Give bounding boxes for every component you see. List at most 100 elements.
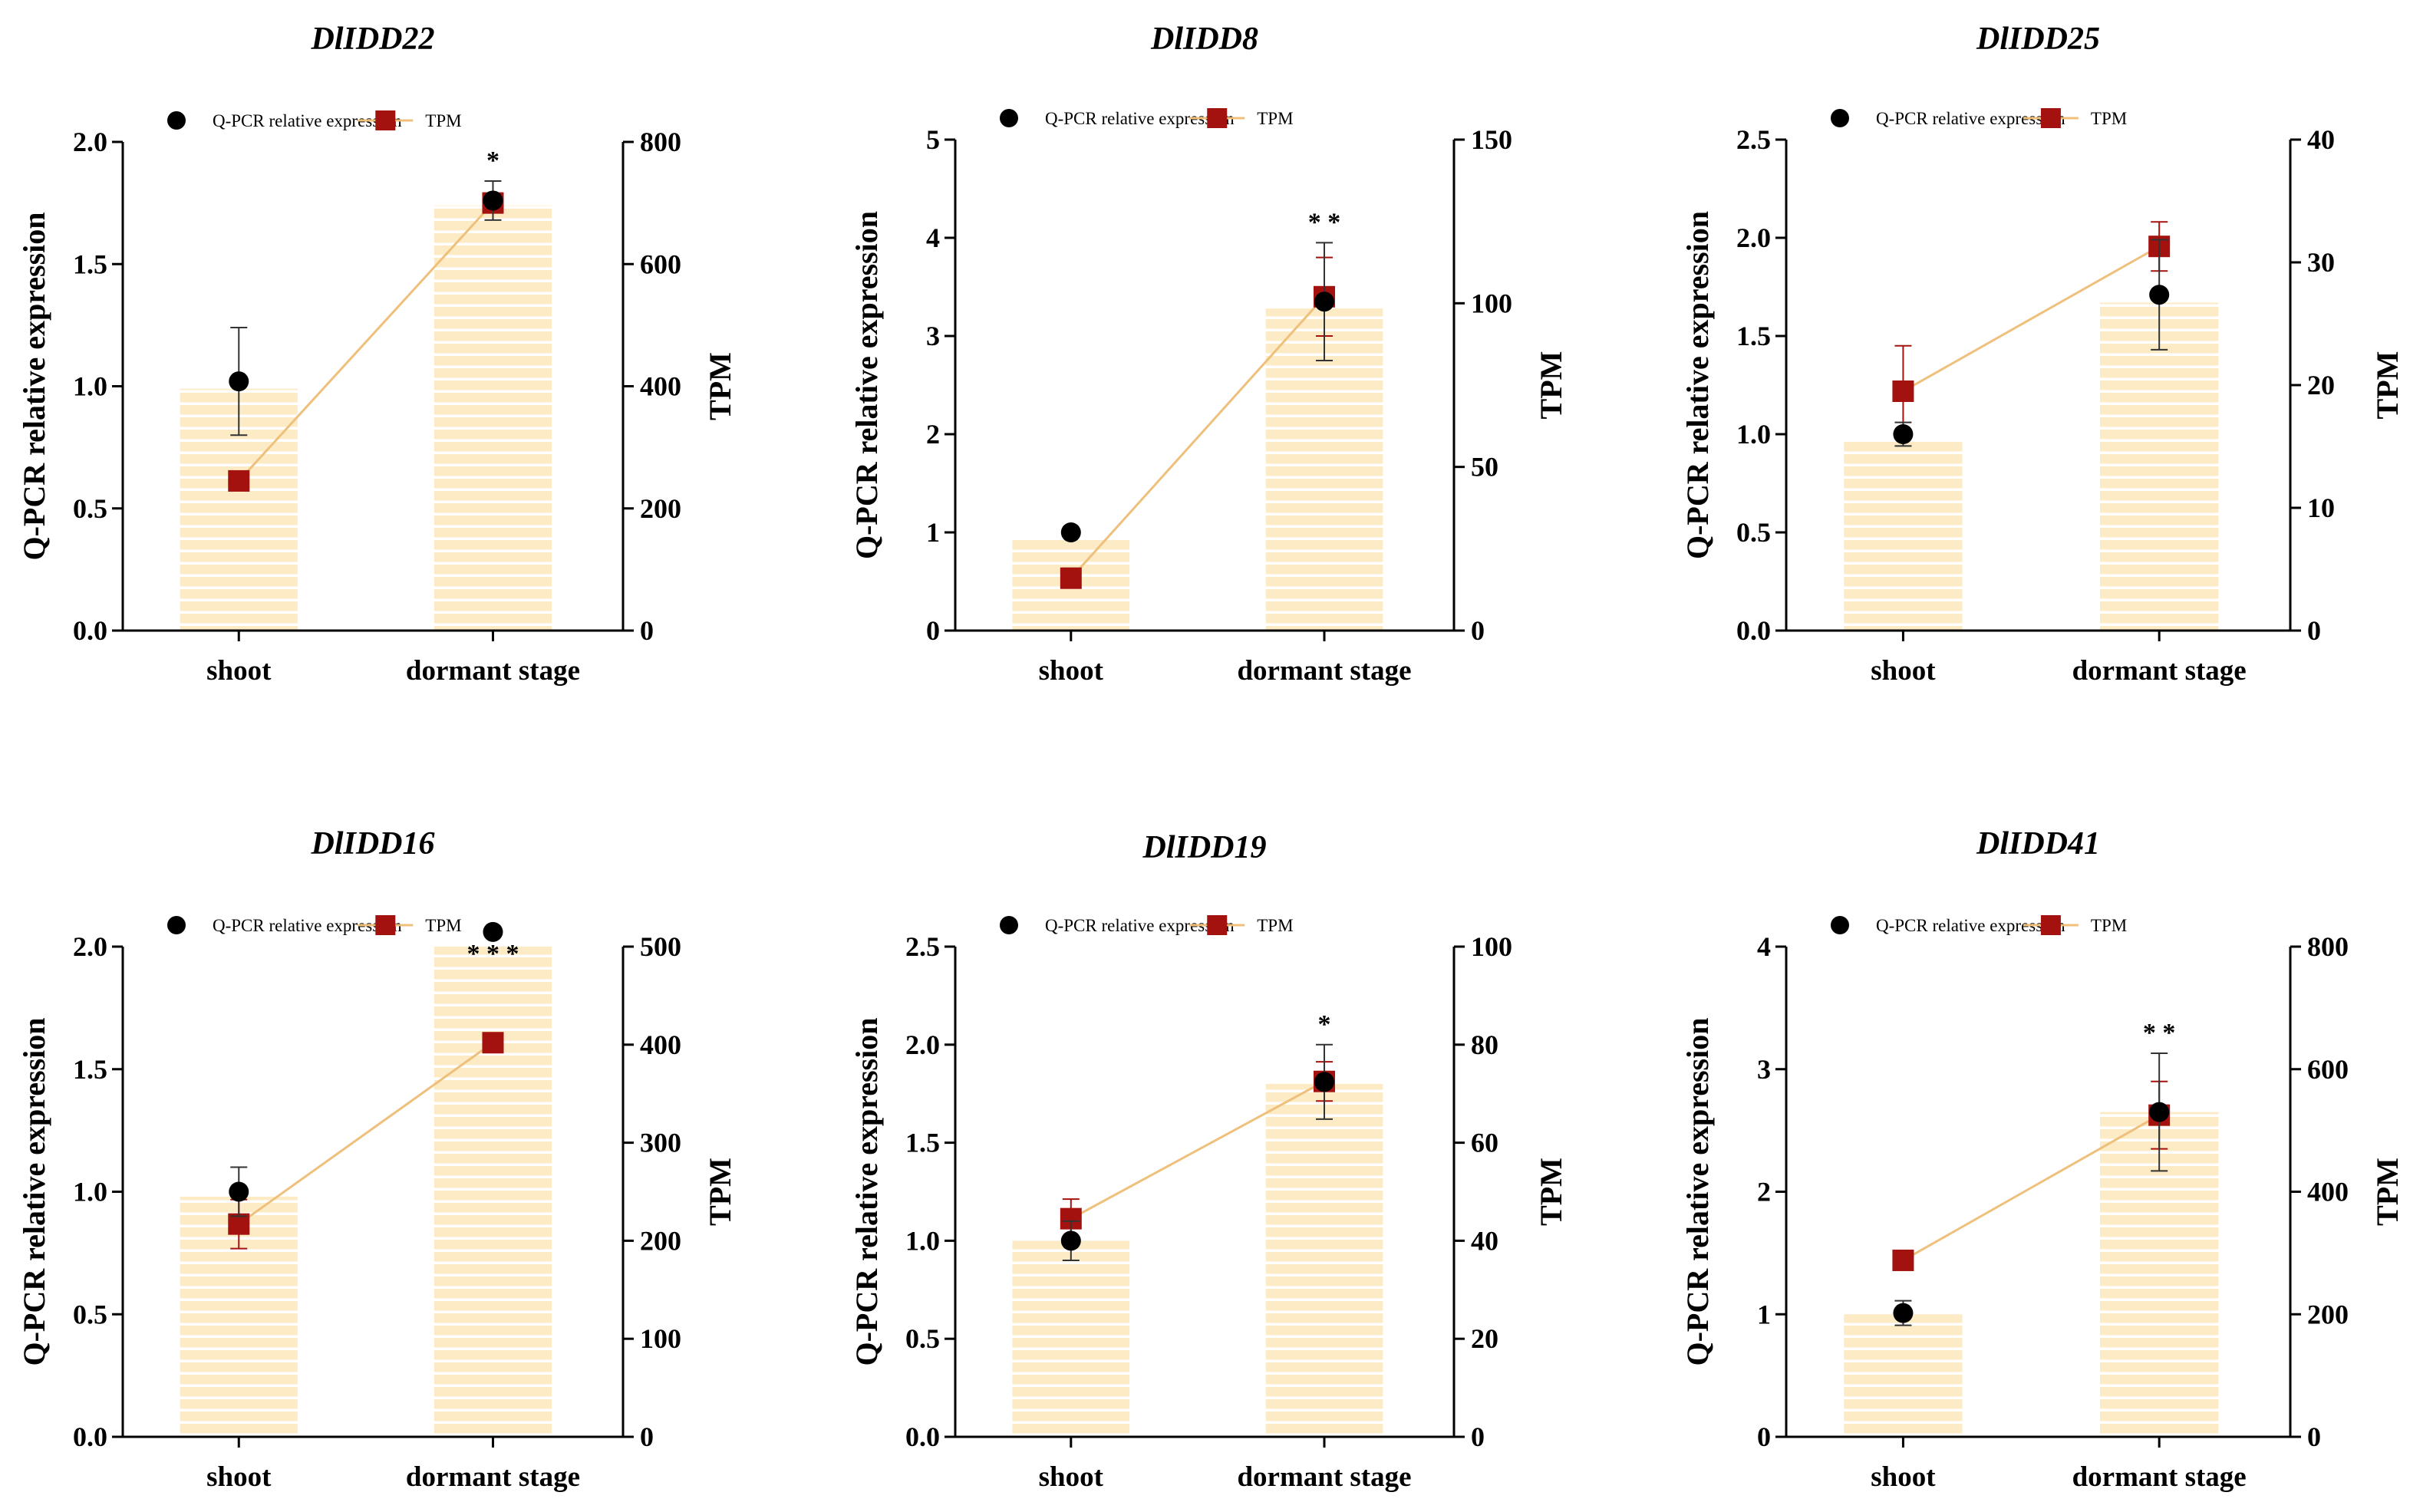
y-tick-label-right: 0 [2307, 1421, 2321, 1452]
y-tick-label-left: 2.0 [73, 127, 107, 157]
chart-title: DlIDD25 [1976, 21, 2100, 57]
qpcr-point [1893, 1303, 1914, 1323]
y-tick-label-right: 0 [2307, 615, 2321, 646]
y-tick-label-right: 400 [640, 371, 681, 402]
y-axis-title-left: Q-PCR relative expression [17, 212, 51, 560]
y-tick-label-left: 1.5 [73, 249, 107, 279]
y-axis-title-right: TPM [703, 352, 737, 420]
y-tick-label-right: 100 [1471, 931, 1512, 962]
y-tick-label-right: 0 [1471, 1421, 1485, 1452]
x-tick-label: dormant stage [1237, 1461, 1411, 1493]
tpm-line [238, 1042, 494, 1225]
bar-shoot [1012, 1240, 1130, 1437]
y-tick-label-right: 500 [640, 931, 681, 962]
x-tick-label: dormant stage [406, 1461, 580, 1493]
y-tick-label-left: 0.5 [1736, 517, 1771, 548]
significance-label: * * * [466, 940, 519, 968]
bar-shoot [1844, 440, 1963, 631]
legend-tpm-label: TPM [425, 916, 461, 935]
y-axis-title-left: Q-PCR relative expression [849, 211, 884, 559]
y-tick-label-left: 2.5 [1736, 124, 1771, 155]
y-tick-label-right: 200 [640, 493, 681, 524]
legend-qpcr-marker [1000, 916, 1018, 934]
legend: Q-PCR relative expression TPM [167, 110, 462, 130]
y-tick-label-left: 1.5 [905, 1128, 940, 1158]
legend-tpm-marker [375, 110, 396, 130]
y-axis-title-right: TPM [703, 1158, 737, 1226]
qpcr-point [1060, 1230, 1081, 1251]
chart-title: DlIDD16 [310, 826, 434, 861]
legend: Q-PCR relative expression TPM [1000, 915, 1294, 935]
tpm-point [1892, 380, 1914, 402]
y-tick-label-left: 1.0 [905, 1225, 940, 1256]
x-tick-label: dormant stage [1237, 655, 1411, 687]
legend-tpm-label: TPM [2091, 916, 2127, 935]
qpcr-point [1893, 424, 1914, 444]
chart-title: DlIDD41 [1976, 826, 2100, 861]
x-tick-label: dormant stage [2072, 655, 2247, 687]
legend-qpcr-marker [1000, 109, 1018, 127]
chart-panels: DlIDD220.00.51.01.52.00200400600800shoot… [17, 21, 2405, 1493]
y-tick-label-right: 400 [2307, 1177, 2349, 1207]
x-tick-label: dormant stage [406, 655, 580, 687]
legend-tpm-label: TPM [425, 111, 461, 130]
y-tick-label-left: 2.0 [905, 1029, 940, 1060]
y-tick-label-left: 1 [1757, 1299, 1771, 1329]
bar-dormant-stage [1265, 1083, 1383, 1437]
y-tick-label-right: 10 [2307, 492, 2335, 523]
x-tick-label: shoot [1039, 655, 1104, 687]
tpm-line [1070, 295, 1326, 579]
y-axis-title-right: TPM [1534, 351, 1568, 420]
y-tick-label-right: 60 [1471, 1128, 1498, 1158]
legend-qpcr-marker [1831, 916, 1849, 934]
x-tick-label: shoot [206, 655, 272, 687]
y-tick-label-left: 2 [1757, 1177, 1771, 1207]
bar-dormant-stage [434, 205, 552, 631]
legend: Q-PCR relative expression TPM [1831, 915, 2127, 935]
legend-qpcr-marker [167, 916, 186, 934]
legend: Q-PCR relative expression TPM [1000, 108, 1294, 128]
tpm-line [1902, 1114, 2160, 1262]
y-tick-label-right: 0 [1471, 615, 1485, 646]
y-tick-label-right: 400 [640, 1029, 681, 1060]
y-tick-label-left: 1.5 [1736, 321, 1771, 351]
legend-tpm-marker [1207, 108, 1228, 128]
y-axis-title-right: TPM [2370, 1158, 2405, 1226]
legend-qpcr-marker [167, 111, 186, 130]
y-tick-label-right: 800 [640, 127, 681, 157]
legend-tpm-marker [375, 915, 396, 935]
y-tick-label-right: 50 [1471, 452, 1498, 483]
y-tick-label-right: 0 [640, 1421, 654, 1452]
x-tick-label: shoot [1039, 1461, 1104, 1493]
legend-tpm-marker [2040, 108, 2061, 128]
y-tick-label-left: 0.0 [1736, 615, 1771, 646]
y-tick-label-left: 0.5 [73, 493, 107, 524]
y-axis-title-left: Q-PCR relative expression [17, 1017, 51, 1365]
significance-label: * [486, 147, 499, 175]
y-tick-label-right: 20 [2307, 370, 2335, 400]
y-tick-label-left: 4 [1757, 931, 1771, 962]
y-tick-label-left: 0 [926, 615, 940, 646]
y-tick-label-left: 1.5 [73, 1054, 107, 1085]
y-tick-label-left: 1 [926, 517, 940, 548]
legend-qpcr-marker [1831, 109, 1849, 127]
qpcr-point [1060, 522, 1081, 542]
tpm-point [228, 469, 250, 492]
y-tick-label-right: 30 [2307, 247, 2335, 278]
tpm-line [1902, 245, 2160, 393]
bar-dormant-stage [1265, 308, 1383, 631]
y-tick-label-left: 2.0 [1736, 222, 1771, 253]
x-tick-label: shoot [1871, 655, 1936, 687]
y-tick-label-right: 600 [2307, 1054, 2349, 1085]
bar-dormant-stage [434, 947, 552, 1437]
y-tick-label-right: 600 [640, 249, 681, 279]
y-tick-label-left: 1.0 [1736, 419, 1771, 450]
x-tick-label: shoot [206, 1461, 272, 1493]
y-tick-label-left: 2.5 [905, 931, 940, 962]
x-tick-label: dormant stage [2072, 1461, 2247, 1493]
qpcr-point [2149, 1102, 2170, 1122]
legend: Q-PCR relative expression TPM [1831, 108, 2127, 128]
significance-label: * [1318, 1010, 1331, 1039]
